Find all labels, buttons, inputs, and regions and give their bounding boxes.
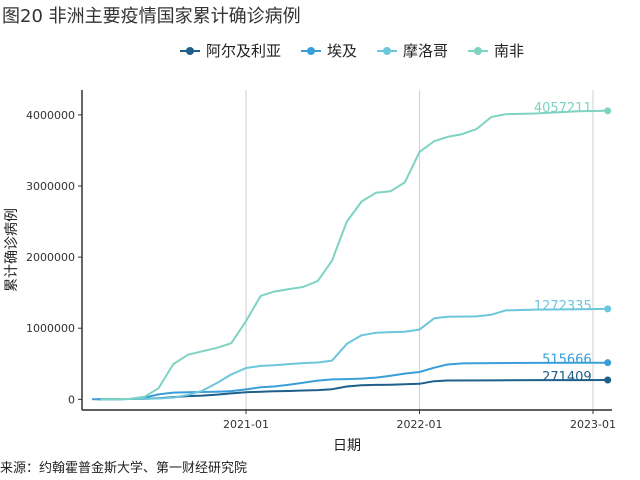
y-axis-label: 累计确诊病例 [4, 208, 20, 292]
legend-swatch [301, 45, 322, 57]
legend-item: 摩洛哥 [377, 40, 448, 61]
source-note: 来源：约翰霍普金斯大学、第一财经研究院 [0, 461, 248, 476]
x-axis-label: 日期 [333, 438, 361, 454]
legend-label: 埃及 [327, 42, 358, 60]
legend-item: 阿尔及利亚 [180, 40, 281, 61]
series-end-label-0: 271409 [542, 370, 592, 385]
y-tick-label: 4000000 [26, 109, 75, 122]
series-end-label-1: 515666 [542, 353, 592, 368]
y-tick-label: 0 [68, 393, 75, 406]
series-end-point-1 [604, 359, 612, 367]
x-tick-label: 2021-01 [223, 418, 269, 431]
series-end-point-3 [604, 107, 612, 115]
series-end-point-2 [604, 305, 612, 313]
legend-swatch [377, 45, 398, 57]
legend-swatch [180, 45, 200, 57]
series-line-3 [101, 109, 609, 401]
y-tick-label: 2000000 [26, 251, 75, 264]
x-tick-label: 2022-01 [397, 418, 443, 431]
series-end-label-2: 1272335 [534, 299, 592, 314]
legend-item: 南非 [468, 40, 524, 61]
series-line-1 [91, 361, 609, 401]
series-line-2 [100, 307, 609, 401]
legend-label: 南非 [494, 42, 525, 60]
x-tick-label: 2023-01 [570, 418, 616, 431]
legend-label: 摩洛哥 [403, 42, 449, 60]
legend-item: 埃及 [301, 40, 357, 61]
y-tick-label: 1000000 [26, 322, 75, 335]
legend-label: 阿尔及利亚 [206, 42, 282, 60]
figure-title: 图20 非洲主要疫情国家累计确诊病例 [2, 6, 301, 27]
y-tick-label: 3000000 [26, 180, 75, 193]
series-end-label-3: 4057211 [534, 101, 592, 116]
legend-swatch [468, 45, 489, 57]
chart-legend: 阿尔及利亚 埃及 摩洛哥 南非 [180, 40, 544, 61]
series-end-point-0 [604, 376, 612, 384]
